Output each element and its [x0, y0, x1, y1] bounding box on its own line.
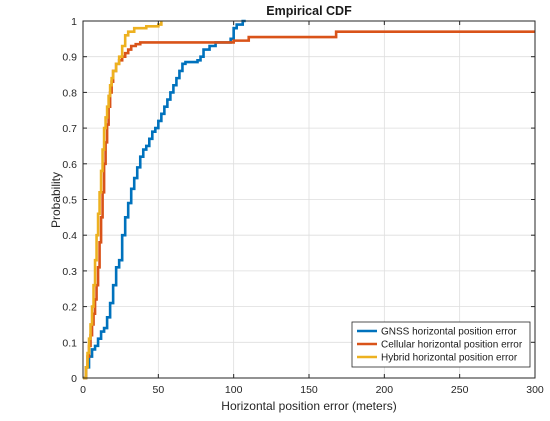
y-tick-label: 0: [71, 373, 77, 385]
series-layer: [83, 19, 535, 380]
series-line-3: [83, 21, 163, 380]
y-tick-label: 0.5: [62, 195, 77, 207]
x-tick-label: 200: [376, 384, 394, 396]
legend: GNSS horizontal position error Cellular h…: [351, 321, 531, 368]
legend-entry-label: Cellular horizontal position error: [381, 340, 523, 351]
y-tick-label: 1: [71, 16, 77, 28]
y-tick-label: 0.6: [62, 159, 77, 171]
y-tick-label: 0.9: [62, 52, 77, 64]
x-tick-label: 0: [80, 384, 86, 396]
x-axis-label: Horizontal position error (meters): [221, 399, 396, 413]
x-tick-label: 150: [300, 384, 318, 396]
x-tick-label: 300: [526, 384, 544, 396]
x-tick-label: 50: [152, 384, 164, 396]
chart-title: Empirical CDF: [266, 4, 352, 18]
y-axis-label: Probability: [49, 172, 63, 228]
legend-entry-label: Hybrid horizontal position error: [381, 353, 518, 364]
y-tick-label: 0.8: [62, 87, 77, 99]
series-line-2: [83, 30, 535, 380]
y-tick-label: 0.3: [62, 266, 77, 278]
ticks: 0 50 100 150 200 250 300 0 0.1 0.2 0.3 0.4 0.5 0.6 0.7…: [62, 16, 544, 396]
legend-entry-label: GNSS horizontal position error: [381, 327, 517, 338]
y-tick-label: 0.7: [62, 123, 77, 135]
series-line-1: [83, 19, 246, 380]
x-tick-label: 100: [225, 384, 243, 396]
x-tick-label: 250: [451, 384, 469, 396]
y-tick-label: 0.1: [62, 337, 77, 349]
y-tick-label: 0.2: [62, 302, 77, 314]
y-tick-label: 0.4: [62, 230, 77, 242]
legend-box: [351, 321, 531, 368]
